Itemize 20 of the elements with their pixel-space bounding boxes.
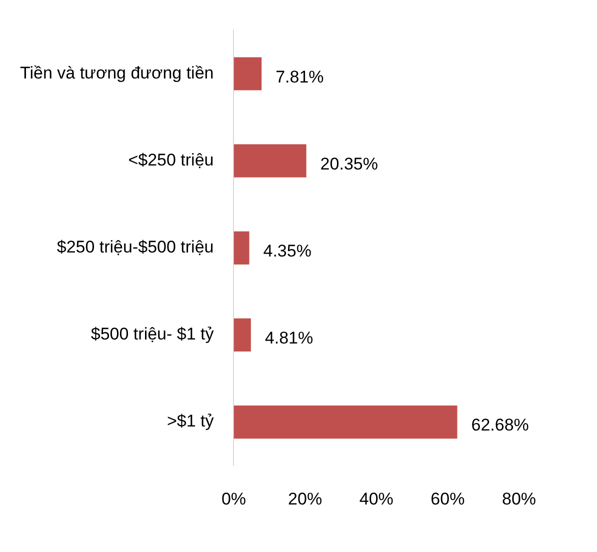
x-tick-label: 20% [288, 489, 322, 508]
x-tick-label: 80% [502, 489, 536, 508]
data-label: 20.35% [320, 154, 378, 174]
bar [234, 231, 250, 264]
bar [234, 318, 251, 352]
bar [234, 144, 306, 178]
data-label: 4.81% [264, 328, 314, 348]
x-tick-label: 60% [430, 489, 465, 508]
data-label: 7.81% [276, 67, 324, 86]
y-tick-label: Tiền và tương đương tiền [20, 63, 214, 82]
x-tick-label: 0% [221, 489, 246, 508]
x-tick-label: 40% [359, 489, 394, 508]
y-tick-label: $500 triệu- $1 tỷ [90, 324, 214, 344]
data-label: 4.35% [263, 242, 312, 261]
y-tick-label: <$250 triệu [128, 150, 214, 170]
data-label: 62.68% [471, 416, 529, 435]
bar [234, 57, 262, 90]
bar [234, 406, 458, 439]
y-tick-label: $250 triệu-$500 triệu [56, 238, 214, 257]
y-tick-label: >$1 tỷ [166, 412, 214, 431]
